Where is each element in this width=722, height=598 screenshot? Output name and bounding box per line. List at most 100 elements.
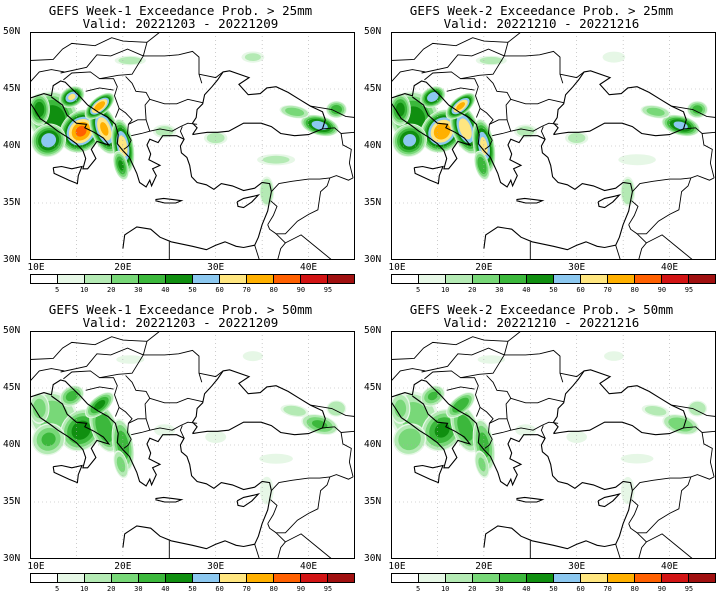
colorbar-label: 5	[415, 585, 421, 593]
prob-contour	[75, 125, 87, 137]
colorbar-label: 50	[549, 585, 558, 593]
colorbar-label: 90	[657, 286, 667, 294]
map-panel-2: GEFS Week-2 Exceedance Prob. > 25mm Valid…	[361, 0, 722, 299]
prob-contour	[458, 118, 472, 140]
prob-contour	[479, 56, 503, 65]
colorbar-swatch	[554, 275, 581, 283]
map-canvas	[391, 331, 716, 559]
colorbar-swatch	[193, 574, 220, 582]
colorbar-label: 60	[576, 286, 585, 294]
colorbar-swatch	[328, 574, 354, 582]
colorbar-label: 70	[603, 286, 612, 294]
colorbar-label: 10	[79, 286, 89, 294]
lon-label: 10E	[27, 561, 45, 572]
prob-contour	[93, 400, 106, 411]
lat-label: 30N	[364, 254, 382, 265]
colorbar-label: 5	[54, 585, 60, 593]
panel-title: GEFS Week-1 Exceedance Prob. > 25mm	[48, 3, 313, 18]
map-frame	[30, 32, 355, 260]
panel-valid-dates: Valid: 20221210 - 20221216	[443, 315, 640, 330]
prob-contour	[456, 102, 465, 111]
prob-contour	[32, 398, 46, 419]
prob-contour	[620, 453, 654, 464]
lat-label: 50N	[3, 26, 21, 37]
map-canvas	[391, 32, 716, 260]
colorbar-label: 20	[468, 585, 477, 593]
colorbar-label: 70	[242, 286, 251, 294]
colorbar-label: 80	[630, 585, 639, 593]
colorbar-swatch	[419, 275, 446, 283]
prob-contour	[330, 104, 342, 115]
lon-label: 10E	[27, 262, 45, 273]
prob-contour	[394, 399, 407, 418]
colorbar-swatch	[608, 574, 635, 582]
prob-contour	[618, 154, 656, 166]
colorbar-swatch	[635, 574, 662, 582]
colorbar-label: 10	[440, 585, 450, 593]
colorbar-label: 50	[188, 286, 197, 294]
colorbar-swatch	[112, 574, 139, 582]
colorbar-label: 90	[296, 585, 306, 593]
colorbar-label: 95	[323, 286, 333, 294]
prob-contour	[206, 132, 225, 144]
colorbar-label: 10	[440, 286, 450, 294]
colorbar-swatch	[85, 574, 112, 582]
colorbar-label: 10	[79, 585, 89, 593]
colorbar-swatch	[608, 275, 635, 283]
lat-label: 45N	[3, 382, 21, 393]
map-canvas	[30, 32, 355, 260]
colorbar-swatch	[446, 275, 473, 283]
lat-label: 30N	[364, 553, 382, 564]
colorbar	[30, 573, 355, 583]
colorbar-label: 20	[107, 585, 116, 593]
colorbar-swatch	[581, 275, 608, 283]
lon-label: 30E	[207, 561, 225, 572]
colorbar-swatch	[193, 275, 220, 283]
prob-contour	[244, 53, 261, 61]
colorbar-swatch	[247, 574, 274, 582]
colorbar	[391, 274, 716, 284]
map-area	[30, 331, 355, 559]
colorbar-swatch	[500, 574, 527, 582]
colorbar-label: 5	[415, 286, 421, 294]
prob-contour	[692, 105, 703, 114]
panel-valid-dates: Valid: 20221210 - 20221216	[443, 16, 640, 31]
colorbar-label: 30	[495, 286, 504, 294]
map-frame	[30, 331, 355, 559]
prob-contour	[311, 420, 328, 429]
probability-field	[30, 51, 347, 207]
colorbar-swatch	[446, 574, 473, 582]
colorbar-label: 60	[215, 286, 224, 294]
colorbar-swatch	[58, 275, 85, 283]
lat-label: 50N	[3, 325, 21, 336]
lon-label: 40E	[660, 561, 679, 572]
prob-contour	[118, 160, 124, 171]
map-panel-4: GEFS Week-2 Exceedance Prob. > 50mm Valid…	[361, 299, 722, 598]
colorbar-label: 60	[215, 585, 224, 593]
colorbar-swatch	[31, 275, 58, 283]
colorbar-swatch	[85, 275, 112, 283]
lat-label: 30N	[3, 254, 21, 265]
colorbar-swatch	[58, 574, 85, 582]
colorbar-swatch	[247, 275, 274, 283]
colorbar-label: 80	[630, 286, 639, 294]
colorbar-label: 40	[522, 286, 531, 294]
colorbar-label: 40	[161, 286, 170, 294]
lon-label: 20E	[475, 561, 493, 572]
colorbar-swatch	[473, 574, 500, 582]
colorbar-swatch	[392, 275, 419, 283]
lon-label: 20E	[114, 561, 132, 572]
prob-contour	[395, 102, 405, 117]
prob-contour	[262, 155, 290, 164]
prob-contour	[568, 133, 586, 143]
colorbar-label: 20	[107, 286, 116, 294]
map-area	[391, 32, 716, 260]
panel-title: GEFS Week-2 Exceedance Prob. > 25mm	[409, 3, 674, 18]
map-panel-3: GEFS Week-1 Exceedance Prob. > 50mm Valid…	[0, 299, 361, 598]
map-area	[391, 331, 716, 559]
map-frame	[391, 331, 716, 559]
lon-label: 30E	[207, 262, 225, 273]
colorbar-swatch	[112, 275, 139, 283]
colorbar-swatch	[166, 574, 193, 582]
colorbar-label: 30	[495, 585, 504, 593]
